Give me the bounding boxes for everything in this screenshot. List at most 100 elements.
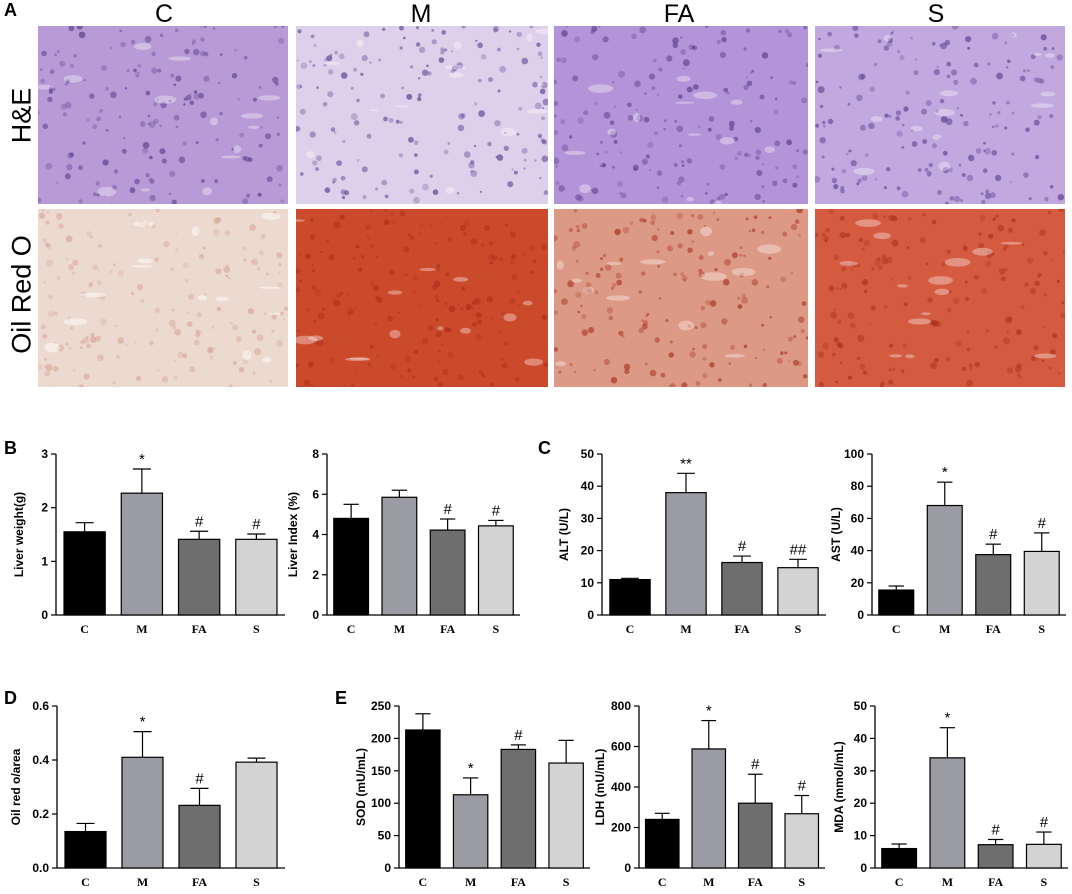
y-axis-label: SOD (mU/mL) bbox=[354, 748, 368, 826]
bar-c bbox=[63, 531, 106, 616]
histology-image-oil-red-c bbox=[38, 209, 288, 387]
y-tick-label: 3 bbox=[41, 447, 48, 461]
sod-chart: 0 50 100 150 200 250 SOD (mU/mL) C * M # FA S bbox=[354, 699, 590, 889]
x-tick-label: S bbox=[1038, 622, 1045, 636]
bar-m bbox=[381, 496, 418, 616]
histology-image-he-s bbox=[815, 26, 1065, 204]
x-tick-label: C bbox=[347, 622, 356, 636]
y-axis-label: MDA (mmol/mL) bbox=[832, 741, 846, 833]
y-tick-label: 200 bbox=[371, 731, 391, 745]
y-tick-label: 40 bbox=[854, 731, 868, 745]
x-tick-label: C bbox=[892, 622, 901, 636]
bar-c bbox=[64, 830, 107, 869]
x-tick-label: C bbox=[626, 622, 635, 636]
bar-s bbox=[784, 813, 820, 869]
y-tick-label: 4 bbox=[312, 528, 319, 542]
oil-red-area-chart: 0.0 0.2 0.4 0.6 Oil red o/area C * M # FA S bbox=[9, 699, 285, 889]
y-axis-label: AST (U/L) bbox=[829, 507, 843, 562]
panel-letter-a: A bbox=[4, 0, 17, 20]
bar-m bbox=[691, 748, 727, 869]
x-tick-label: FA bbox=[986, 622, 1001, 636]
x-tick-label: FA bbox=[748, 875, 763, 889]
significance-label: # bbox=[751, 756, 760, 773]
bar-fa bbox=[975, 554, 1012, 616]
y-tick-label: 40 bbox=[851, 544, 865, 558]
histology-image-oil-red-s bbox=[815, 209, 1065, 387]
x-tick-label: S bbox=[798, 875, 805, 889]
x-tick-label: FA bbox=[988, 875, 1003, 889]
bar-m bbox=[665, 492, 707, 616]
bar-fa bbox=[177, 538, 221, 616]
row-label-he: H&E bbox=[6, 87, 37, 144]
y-tick-label: 10 bbox=[854, 829, 868, 843]
panel-letter-e: E bbox=[335, 688, 348, 708]
significance-label: # bbox=[991, 821, 1000, 838]
x-tick-label: M bbox=[465, 875, 476, 889]
bar-m bbox=[120, 492, 164, 616]
y-tick-label: 20 bbox=[854, 796, 868, 810]
significance-label: * bbox=[706, 703, 712, 720]
y-tick-label: 0 bbox=[860, 861, 867, 875]
column-label-s: S bbox=[927, 0, 945, 28]
bar-fa bbox=[977, 844, 1014, 869]
significance-label: # bbox=[492, 502, 501, 519]
x-tick-label: S bbox=[795, 622, 802, 636]
y-axis-label: Liver Index (%) bbox=[286, 492, 300, 577]
significance-label: # bbox=[195, 513, 204, 530]
histology-image-he-fa bbox=[554, 26, 808, 204]
x-tick-label: FA bbox=[734, 622, 749, 636]
y-tick-label: 0 bbox=[41, 608, 48, 622]
y-axis-label: ALT (U/L) bbox=[557, 508, 571, 561]
x-tick-label: S bbox=[563, 875, 570, 889]
x-tick-label: M bbox=[942, 875, 953, 889]
mda-chart: 0 10 20 30 40 50 MDA (mmol/mL) C * M # FA # S bbox=[832, 699, 1068, 889]
x-tick-label: C bbox=[658, 875, 667, 889]
histology-image-he-m bbox=[296, 26, 548, 204]
y-tick-label: 30 bbox=[581, 511, 595, 525]
y-tick-label: 50 bbox=[854, 699, 868, 713]
significance-label: * bbox=[944, 710, 950, 727]
y-tick-label: 0 bbox=[587, 608, 594, 622]
x-tick-label: M bbox=[137, 875, 148, 889]
y-tick-label: 0 bbox=[624, 861, 631, 875]
y-tick-label: 150 bbox=[371, 764, 391, 778]
x-tick-label: C bbox=[895, 875, 904, 889]
histology-image-he-c bbox=[38, 26, 288, 204]
x-tick-label: M bbox=[394, 622, 405, 636]
significance-label: # bbox=[195, 770, 204, 787]
row-label-oil-red-o: Oil Red O bbox=[6, 235, 37, 354]
x-tick-label: C bbox=[80, 622, 89, 636]
y-tick-label: 250 bbox=[371, 699, 391, 713]
y-tick-label: 100 bbox=[844, 447, 864, 461]
bar-s bbox=[1023, 550, 1060, 616]
bar-m bbox=[926, 504, 963, 616]
x-tick-label: FA bbox=[192, 622, 207, 636]
y-tick-label: 8 bbox=[312, 447, 319, 461]
column-label-m: M bbox=[410, 0, 432, 28]
y-tick-label: 0.4 bbox=[32, 753, 49, 767]
x-tick-label: S bbox=[253, 622, 260, 636]
bar-s bbox=[1025, 843, 1062, 869]
bar-s bbox=[235, 761, 278, 869]
column-label-c: C bbox=[154, 0, 174, 28]
y-tick-label: 50 bbox=[581, 447, 595, 461]
panel-letter-c: C bbox=[538, 438, 551, 458]
x-tick-label: S bbox=[493, 622, 500, 636]
significance-label: * bbox=[942, 464, 948, 481]
significance-label: * bbox=[140, 714, 146, 731]
bar-c bbox=[333, 517, 370, 616]
y-tick-label: 0.6 bbox=[32, 699, 49, 713]
histology-image-oil-red-m bbox=[296, 209, 548, 387]
x-tick-label: M bbox=[680, 622, 691, 636]
y-tick-label: 400 bbox=[611, 780, 631, 794]
significance-label: # bbox=[443, 501, 452, 518]
x-tick-label: S bbox=[1041, 875, 1048, 889]
significance-label: ** bbox=[680, 455, 692, 472]
y-tick-label: 0 bbox=[857, 608, 864, 622]
ldh-chart: 0 200 400 600 800 LDH (mU/mL) C * M # FA # S bbox=[593, 699, 825, 889]
y-tick-label: 10 bbox=[581, 576, 595, 590]
y-tick-label: 20 bbox=[581, 544, 595, 558]
panel-letter-b: B bbox=[4, 438, 17, 458]
y-tick-label: 2 bbox=[41, 501, 48, 515]
bar-fa bbox=[429, 529, 466, 616]
